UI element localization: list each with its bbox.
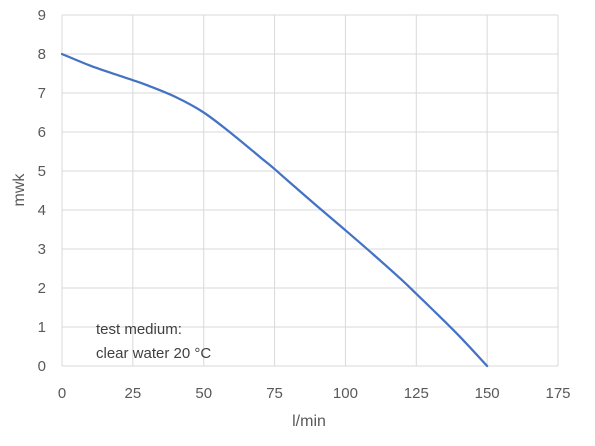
y-tick-label: 5: [38, 163, 46, 180]
data-point: [373, 254, 375, 256]
data-point: [458, 335, 460, 337]
data-point: [274, 168, 276, 170]
x-axis-title: l/min: [292, 413, 326, 430]
grid-layer: [61, 14, 559, 367]
annotation-line-2: clear water 20 °C: [96, 345, 211, 362]
data-point: [61, 53, 63, 55]
x-axis-ticks: 0 25 50 75 100 125 150 175: [58, 385, 571, 402]
data-point: [175, 96, 177, 98]
y-tick-label: 4: [38, 202, 46, 219]
y-axis-ticks: 0 1 2 3 4 5 6 7 8 9: [38, 7, 46, 375]
data-point: [146, 84, 148, 86]
x-tick-label: 175: [545, 385, 570, 402]
series-line-0: [60, 52, 489, 368]
data-point: [203, 112, 205, 114]
data-point: [401, 279, 403, 281]
data-point: [260, 157, 262, 159]
x-tick-label: 25: [125, 385, 142, 402]
x-tick-label: 75: [266, 385, 283, 402]
x-tick-label: 100: [333, 385, 358, 402]
y-axis-title: mwk: [11, 173, 28, 207]
data-point: [486, 365, 488, 367]
x-tick-label: 125: [404, 385, 429, 402]
data-point: [430, 307, 432, 309]
series-layer: [60, 52, 489, 368]
y-tick-label: 1: [38, 319, 46, 336]
data-point: [345, 229, 347, 231]
y-tick-label: 6: [38, 124, 46, 141]
data-point: [415, 293, 417, 295]
y-tick-label: 9: [38, 7, 46, 24]
x-tick-label: 0: [58, 385, 66, 402]
data-point: [316, 205, 318, 207]
y-tick-label: 3: [38, 241, 46, 258]
data-point: [231, 133, 233, 135]
data-point: [118, 75, 120, 77]
x-tick-label: 150: [475, 385, 500, 402]
y-tick-label: 7: [38, 85, 46, 102]
annotation-box: test medium: clear water 20 °C: [96, 321, 211, 362]
data-point: [132, 79, 134, 81]
x-tick-label: 50: [195, 385, 212, 402]
data-point: [288, 181, 290, 183]
y-tick-label: 8: [38, 46, 46, 63]
data-point: [90, 65, 92, 67]
annotation-line-1: test medium:: [96, 321, 182, 338]
y-tick-label: 0: [38, 358, 46, 375]
y-tick-label: 2: [38, 280, 46, 297]
